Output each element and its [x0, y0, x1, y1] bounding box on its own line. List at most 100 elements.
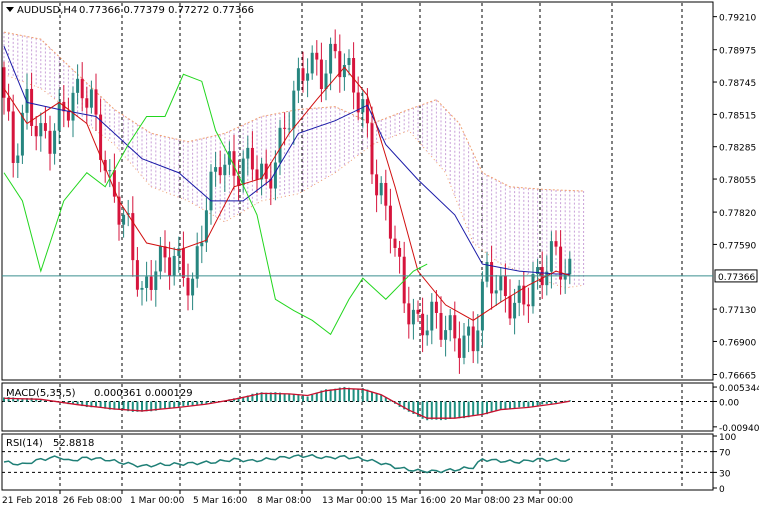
candle-body [425, 330, 429, 336]
candle-body [375, 174, 379, 196]
time-axis: 21 Feb 2018 26 Feb 08:00 1 Mar 00:00 5 Mar … [2, 490, 573, 506]
senkou-span-a [3, 73, 584, 289]
candle-body [30, 88, 34, 126]
candle-body [76, 78, 80, 93]
candle-body [168, 257, 172, 276]
candle-body [2, 67, 6, 98]
price-tick-label: 0.76665 [719, 371, 756, 381]
candle-body [62, 101, 66, 112]
price-tick-label: 0.76900 [719, 338, 756, 348]
candle-body [25, 88, 29, 113]
candle-body [287, 128, 291, 130]
candle-body [531, 274, 535, 307]
candle-body [131, 213, 135, 261]
candle-body [545, 271, 549, 286]
candle-body [508, 296, 512, 319]
candle-body [384, 182, 388, 206]
time-tick-label: 26 Feb 08:00 [63, 496, 122, 506]
rsi-pane[interactable]: RSI(14) 52.8818 [1, 433, 714, 491]
candle-body [149, 276, 153, 290]
candle-body [476, 330, 480, 352]
candle-body [39, 123, 43, 137]
price-tick-label: 0.77590 [719, 241, 756, 251]
rsi-tick-label: 0 [719, 485, 725, 495]
candle-body [204, 210, 208, 243]
rsi-label: RSI(14) [6, 438, 43, 449]
candle-body [273, 162, 277, 189]
candle-body [250, 147, 254, 170]
candle-body [467, 326, 471, 336]
price-pane[interactable]: AUDUSD,H4 0.77366 0.77379 0.77272 0.7736… [1, 1, 714, 381]
time-tick-label: 5 Mar 16:00 [193, 496, 248, 506]
rsi-pane-frame [1, 433, 714, 491]
price-pane-frame [1, 1, 714, 381]
candle-body [172, 255, 176, 276]
candle-body [16, 155, 20, 163]
candle-body [513, 302, 517, 319]
rsi-axis: 100 70 30 0 [713, 433, 736, 495]
candle-body [145, 276, 149, 288]
candle-body [209, 171, 213, 211]
price-tick-label: 0.79210 [719, 14, 756, 24]
candle-body [195, 246, 199, 279]
price-tick-label: 0.78515 [719, 111, 756, 121]
candle-body [549, 241, 553, 272]
candle-body [48, 130, 52, 154]
candle-body [416, 309, 420, 314]
candle-body [517, 285, 521, 303]
current-price-box [714, 269, 758, 283]
candle-body [80, 78, 84, 99]
tenkan-sen [3, 66, 570, 321]
candle-body [356, 92, 360, 113]
time-tick-label: 20 Mar 08:00 [450, 496, 510, 506]
candle-body [526, 304, 530, 307]
price-tick-label: 0.78055 [719, 176, 756, 186]
candle-body [338, 51, 342, 78]
time-tick-label: 8 Mar 08:00 [257, 496, 312, 506]
candle-body [361, 99, 365, 113]
macd-signal [3, 387, 570, 419]
time-tick-label: 1 Mar 00:00 [130, 496, 185, 506]
macd-tick-label: -0.009404 [719, 424, 759, 434]
price-tick-label: 0.77820 [719, 209, 756, 219]
collapse-triangle-icon[interactable] [6, 7, 14, 12]
candle-body [439, 312, 443, 340]
price-tick-label: 0.78975 [719, 47, 756, 57]
candle-body [255, 169, 259, 180]
rsi-tick-label: 30 [719, 469, 731, 479]
rsi-line [3, 453, 571, 474]
candle-body [11, 111, 15, 163]
candle-body [559, 246, 563, 280]
time-tick-label: 15 Mar 16:00 [386, 496, 446, 506]
candle-body [94, 89, 98, 115]
candle-body [370, 123, 374, 175]
rsi-grid [2, 435, 713, 489]
rsi-series [3, 453, 571, 474]
candle-body [278, 127, 282, 163]
candle-body [66, 111, 70, 121]
candle-body [214, 167, 218, 172]
candle-body [57, 101, 61, 131]
candle-body [434, 301, 438, 313]
candle-body [306, 73, 310, 81]
macd-pane[interactable]: MACD(5,35,5) 0.000361 0.000129 [1, 382, 714, 432]
candle-body [342, 64, 346, 78]
macd-values: 0.000361 0.000129 [94, 388, 193, 399]
current-price-label: 0.77366 [718, 273, 755, 283]
candle-body [246, 147, 250, 159]
candle-body [122, 214, 126, 225]
candle-body [181, 248, 185, 278]
candle-body [89, 89, 93, 108]
candle-body [310, 52, 314, 74]
candle-body [563, 274, 567, 280]
candle-body [536, 267, 540, 275]
senkou-span-b-line [3, 31, 584, 289]
candle-body [85, 98, 89, 108]
price-tick-label: 0.78745 [719, 79, 756, 89]
candle-body [99, 114, 103, 160]
candle-body [480, 281, 484, 331]
candle-body [407, 303, 411, 325]
candle-body [453, 315, 457, 339]
candle-body [237, 175, 241, 186]
candle-body [218, 167, 222, 176]
